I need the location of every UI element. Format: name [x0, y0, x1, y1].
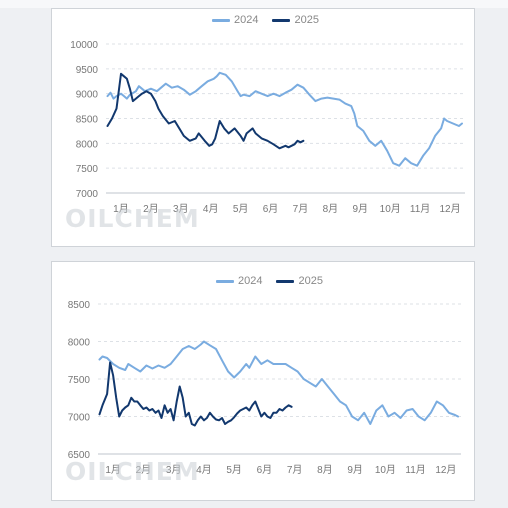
y-tick-label: 6500: [68, 450, 91, 461]
legend-swatch-2024: [216, 279, 234, 283]
y-tick-label: 9000: [76, 90, 99, 101]
series-line-2025: [106, 72, 305, 150]
x-tick-label: 5月: [226, 464, 242, 476]
grid-layer: [98, 303, 461, 455]
y-tick-label: 10000: [70, 40, 98, 51]
x-tick-label: 2月: [136, 464, 152, 476]
x-tick-label: 9月: [353, 203, 369, 215]
series-layer: [98, 340, 459, 427]
y-tick-label: 8000: [76, 139, 99, 150]
legend-item-2025: 2025: [272, 14, 319, 26]
chart-legend: 2024 2025: [216, 275, 323, 287]
x-tick-label: 11月: [410, 203, 430, 215]
x-axis: 1月 2月 3月 4月 5月 6月 7月 8月 9月 10月 11月 12月: [113, 203, 460, 215]
x-tick-label: 5月: [233, 203, 249, 215]
chart-svg-1: 10000 9500 9000 8500 8000 7500 7000 1月 2月 3月 4月 5月…: [70, 40, 465, 215]
legend-item-2024: 2024: [212, 14, 258, 26]
y-tick-label: 8500: [68, 300, 91, 311]
x-tick-label: 4月: [203, 203, 219, 215]
chart-legend: 2024 2025: [212, 14, 319, 26]
x-tick-label: 10月: [375, 464, 396, 476]
legend-label-2024: 2024: [234, 14, 259, 26]
x-tick-label: 8月: [323, 203, 339, 215]
y-tick-label: 7500: [68, 375, 91, 386]
chart-panel-2: 8500 8000 7500 7000 6500 1月 2月 3月 4月 5月 6月 7月 8月 9月 1…: [51, 261, 475, 501]
x-tick-label: 8月: [317, 464, 333, 476]
window-top-strip: [0, 0, 508, 8]
x-tick-label: 11月: [405, 464, 425, 476]
y-tick-label: 7500: [76, 164, 99, 175]
x-tick-label: 3月: [166, 464, 182, 476]
legend-label-2024: 2024: [238, 275, 263, 287]
legend-item-2024: 2024: [216, 275, 262, 287]
y-tick-label: 8000: [68, 338, 91, 349]
y-axis: 10000 9500 9000 8500 8000 7500 7000: [70, 40, 98, 200]
x-tick-label: 9月: [347, 464, 363, 476]
y-tick-label: 7000: [76, 189, 99, 200]
series-line-2025: [98, 361, 293, 427]
legend-swatch-2025: [276, 279, 295, 283]
legend-swatch-2025: [272, 18, 291, 22]
legend-label-2025: 2025: [298, 275, 323, 287]
chart-panel-1: 10000 9500 9000 8500 8000 7500 7000 1月 2月 3月 4月 5月…: [51, 8, 475, 247]
series-line-2024: [98, 340, 459, 425]
x-tick-label: 12月: [435, 464, 456, 476]
series-line-2024: [106, 71, 463, 167]
y-axis: 8500 8000 7500 7000 6500: [68, 300, 91, 461]
x-tick-label: 12月: [439, 203, 460, 215]
x-axis: 1月 2月 3月 4月 5月 6月 7月 8月 9月 10月 11月 12月: [105, 464, 456, 476]
legend-label-2025: 2025: [294, 14, 319, 26]
x-tick-label: 3月: [173, 203, 189, 215]
x-tick-label: 6月: [263, 203, 279, 215]
legend-swatch-2024: [212, 18, 230, 22]
legend-item-2025: 2025: [276, 275, 323, 287]
x-tick-label: 2月: [143, 203, 159, 215]
x-tick-label: 6月: [257, 464, 273, 476]
x-tick-label: 7月: [287, 464, 303, 476]
x-tick-label: 1月: [113, 203, 129, 215]
x-tick-label: 4月: [196, 464, 212, 476]
x-tick-label: 7月: [293, 203, 309, 215]
series-layer: [106, 71, 463, 167]
y-tick-label: 8500: [76, 115, 99, 126]
y-tick-label: 9500: [76, 65, 99, 76]
x-tick-label: 10月: [380, 203, 401, 215]
x-tick-label: 1月: [105, 464, 121, 476]
y-tick-label: 7000: [68, 413, 91, 424]
grid-layer: [106, 43, 465, 194]
